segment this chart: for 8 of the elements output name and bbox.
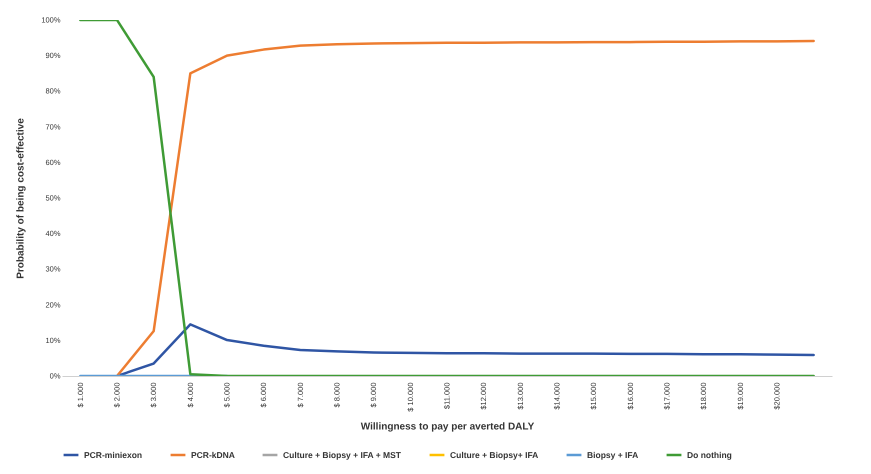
legend-label: Do nothing xyxy=(687,450,732,460)
legend-label: PCR-kDNA xyxy=(191,450,235,460)
legend-label: PCR-miniexon xyxy=(84,450,142,460)
legend-label: Culture + Biopsy + IFA + MST xyxy=(283,450,402,460)
y-axis-title: Probability of being cost-effective xyxy=(15,118,26,279)
legend-label: Culture + Biopsy+ IFA xyxy=(450,450,538,460)
x-axis-title: Willingness to pay per averted DALY xyxy=(360,422,535,433)
legend-label: Biopsy + IFA xyxy=(587,450,638,460)
